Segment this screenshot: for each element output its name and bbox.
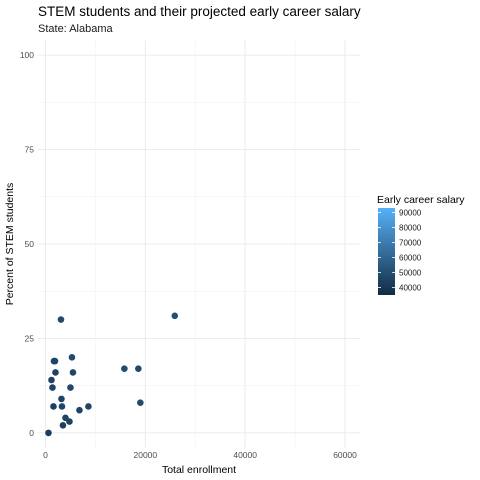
legend-tick-label: 90000 — [399, 209, 422, 218]
data-point — [59, 422, 67, 429]
data-point — [48, 376, 55, 384]
data-point — [45, 429, 52, 437]
data-point — [66, 418, 73, 425]
x-tick-label: 20000 — [134, 450, 158, 460]
data-point — [68, 354, 76, 361]
x-axis-title: Total enrollment — [162, 464, 236, 476]
data-point — [69, 369, 77, 376]
data-point — [58, 403, 66, 410]
x-tick-label: 60000 — [333, 450, 357, 460]
data-point — [51, 357, 59, 365]
legend-tick-label: 50000 — [399, 269, 422, 278]
data-point — [52, 369, 59, 376]
data-point — [50, 403, 57, 410]
data-point — [137, 399, 144, 406]
legend-tick-label: 40000 — [399, 284, 422, 293]
legend-tick-label: 60000 — [399, 254, 422, 263]
data-point — [85, 403, 92, 410]
x-tick-label: 0 — [43, 450, 48, 460]
data-point — [76, 406, 83, 414]
chart-title: STEM students and their projected early … — [38, 4, 361, 19]
legend-colorbar — [378, 208, 395, 295]
y-tick-label: 50 — [25, 239, 35, 249]
y-tick-label: 75 — [25, 145, 35, 155]
y-tick-label: 25 — [25, 333, 35, 343]
data-point — [135, 365, 142, 372]
legend-tick-label: 70000 — [399, 239, 422, 248]
legend-title: Early career salary — [377, 194, 465, 206]
y-axis-ticks: 0 25 50 75 100 — [20, 50, 34, 438]
data-point — [67, 384, 74, 391]
data-point — [49, 384, 56, 391]
data-point — [58, 395, 65, 403]
x-tick-label: 40000 — [233, 450, 257, 460]
data-point — [121, 365, 128, 372]
data-point — [171, 312, 179, 320]
y-tick-label: 100 — [20, 50, 34, 60]
data-point — [57, 316, 65, 323]
y-axis-title: Percent of STEM students — [4, 183, 16, 306]
chart-subtitle: State: Alabama — [38, 23, 113, 35]
legend-tick-label: 80000 — [399, 224, 422, 233]
y-tick-label: 0 — [29, 428, 34, 438]
x-axis-ticks: 0 20000 40000 60000 — [43, 450, 357, 460]
data-points — [45, 312, 179, 437]
legend: Early career salary 40000 50000 60000 70000… — [377, 194, 465, 295]
grid — [38, 40, 360, 448]
legend-ticks: 40000 50000 60000 70000 80000 90000 — [378, 209, 422, 293]
